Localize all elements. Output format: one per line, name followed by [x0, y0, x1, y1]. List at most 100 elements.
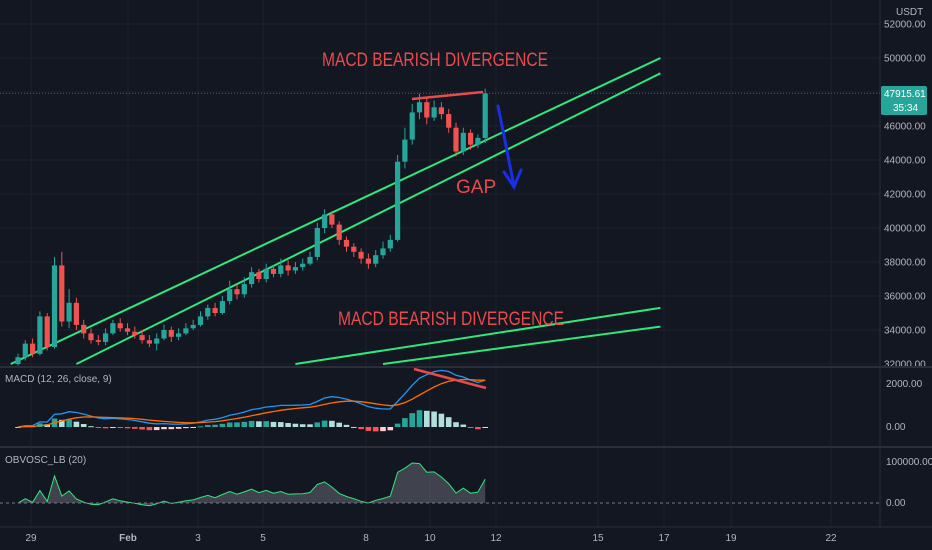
grid-lines: [0, 0, 880, 527]
macd-histogram-bar: [394, 423, 401, 427]
candle-body: [300, 263, 306, 268]
candle-body: [468, 132, 474, 145]
trendline-upper_channel_b[interactable]: [75, 72, 661, 365]
candle-body: [51, 265, 58, 347]
countdown-timer: 35:34: [893, 103, 918, 114]
candle-body: [256, 272, 262, 279]
candle-body: [95, 340, 101, 342]
macd-histogram-bar: [205, 425, 211, 427]
candle-body: [285, 265, 291, 271]
macd-histogram-bar: [285, 423, 291, 427]
annotation-lower-divergence[interactable]: MACD BEARISH DIVERGENCE: [338, 309, 564, 330]
macd-histogram-bar: [431, 411, 437, 427]
macd-histogram-bar: [175, 427, 182, 429]
candle-body: [336, 224, 342, 240]
obv-area: [18, 463, 486, 506]
macd-histogram-bar: [88, 426, 94, 428]
macd-histogram-bar: [329, 420, 335, 427]
trendline-upper_channel_a[interactable]: [10, 57, 661, 365]
obv-tick-zero: 0.00: [886, 498, 906, 509]
candle-body: [424, 102, 430, 118]
macd-histogram-bar: [212, 424, 218, 427]
candle-body: [15, 357, 21, 364]
candle-body: [88, 333, 94, 341]
macd-histogram-bar: [226, 422, 233, 427]
price-tick-label: 40000.00: [884, 224, 926, 235]
currency-label[interactable]: USDT: [896, 7, 923, 18]
macd-pane: [15, 369, 488, 432]
price-axis[interactable]: 52000.0050000.0048000.0046000.0044000.00…: [884, 20, 926, 371]
time-tick-label: 8: [363, 533, 369, 544]
price-tick-label: 42000.00: [884, 190, 926, 201]
candle-body: [409, 112, 415, 140]
obv-oscillator-pane: [0, 462, 880, 507]
macd-histogram-bar: [190, 427, 196, 428]
macd-histogram-bar: [372, 427, 379, 432]
macd-histogram-bar: [482, 427, 488, 428]
trendline-lower_channel_b[interactable]: [382, 325, 661, 365]
macd-histogram-bar: [183, 427, 189, 429]
macd-histogram-bar: [467, 427, 474, 428]
annotation-gap[interactable]: GAP: [456, 177, 496, 198]
trendlines: [10, 57, 661, 365]
candle-body: [168, 330, 174, 337]
obv-line: [17, 462, 486, 507]
candle-body: [73, 302, 79, 325]
macd-histogram-bar: [161, 427, 167, 430]
macd-histogram-bar: [343, 424, 350, 427]
macd-histogram-bar: [197, 426, 204, 428]
candle-body: [358, 251, 364, 259]
candle-body: [263, 268, 269, 279]
candle-body: [322, 214, 328, 228]
macd-histogram-bar: [402, 418, 408, 427]
annotation-top-divergence[interactable]: MACD BEARISH DIVERGENCE: [322, 50, 548, 71]
candle-body: [343, 239, 350, 247]
candle-body: [219, 301, 225, 313]
candle-body: [110, 323, 116, 334]
candle-body: [81, 324, 87, 334]
candle-body: [103, 333, 109, 342]
price-tick-label: 36000.00: [884, 292, 926, 303]
time-axis[interactable]: 29 Feb 3 5 8 10 12 15 17 19 22: [25, 533, 837, 544]
candle-body: [307, 256, 313, 264]
macd-histogram-bar: [445, 417, 452, 427]
trendline-lower_channel_a[interactable]: [295, 306, 661, 365]
macd-histogram-bar: [234, 422, 240, 427]
candle-body: [438, 107, 444, 115]
macd-histogram-bar: [387, 427, 394, 431]
obv-label[interactable]: OBVOSC_LB (20): [5, 455, 86, 466]
divergence-trendline-macd[interactable]: [413, 367, 487, 390]
candle-body: [212, 307, 218, 313]
divergence-trendline-price[interactable]: [411, 90, 484, 101]
macd-histogram-bar: [139, 427, 145, 430]
macd-histogram-bar: [102, 427, 109, 429]
candle-body: [197, 316, 204, 325]
macd-histogram-bar: [438, 413, 445, 427]
candle-body: [453, 127, 459, 152]
candle-body: [351, 246, 357, 252]
price-tick-label: 52000.00: [884, 20, 926, 31]
macd-histogram-bar: [358, 427, 364, 430]
macd-histogram-bar: [256, 421, 262, 427]
macd-histogram-bar: [475, 427, 481, 430]
macd-histogram-bar: [59, 419, 65, 427]
time-tick-label: 29: [25, 533, 37, 544]
price-tick-label: 46000.00: [884, 122, 926, 133]
time-tick-label: 19: [725, 533, 737, 544]
obv-tick-high: 100000.00: [886, 457, 932, 468]
candle-body: [44, 316, 50, 347]
macd-label[interactable]: MACD (12, 26, close, 9): [5, 374, 112, 385]
macd-histogram-bar: [307, 424, 313, 427]
macd-histogram-bar: [153, 427, 160, 431]
candle-body: [66, 302, 72, 322]
drop-arrow-icon[interactable]: [496, 104, 523, 191]
price-tick-label: 44000.00: [884, 156, 926, 167]
time-tick-label: Feb: [119, 533, 137, 544]
time-tick-label: 3: [195, 533, 201, 544]
macd-histogram-bar: [460, 424, 467, 427]
macd-histogram-bar: [263, 421, 269, 427]
time-tick-label: 12: [490, 533, 502, 544]
candle-body: [314, 228, 320, 257]
macd-histogram-bar: [95, 427, 102, 428]
